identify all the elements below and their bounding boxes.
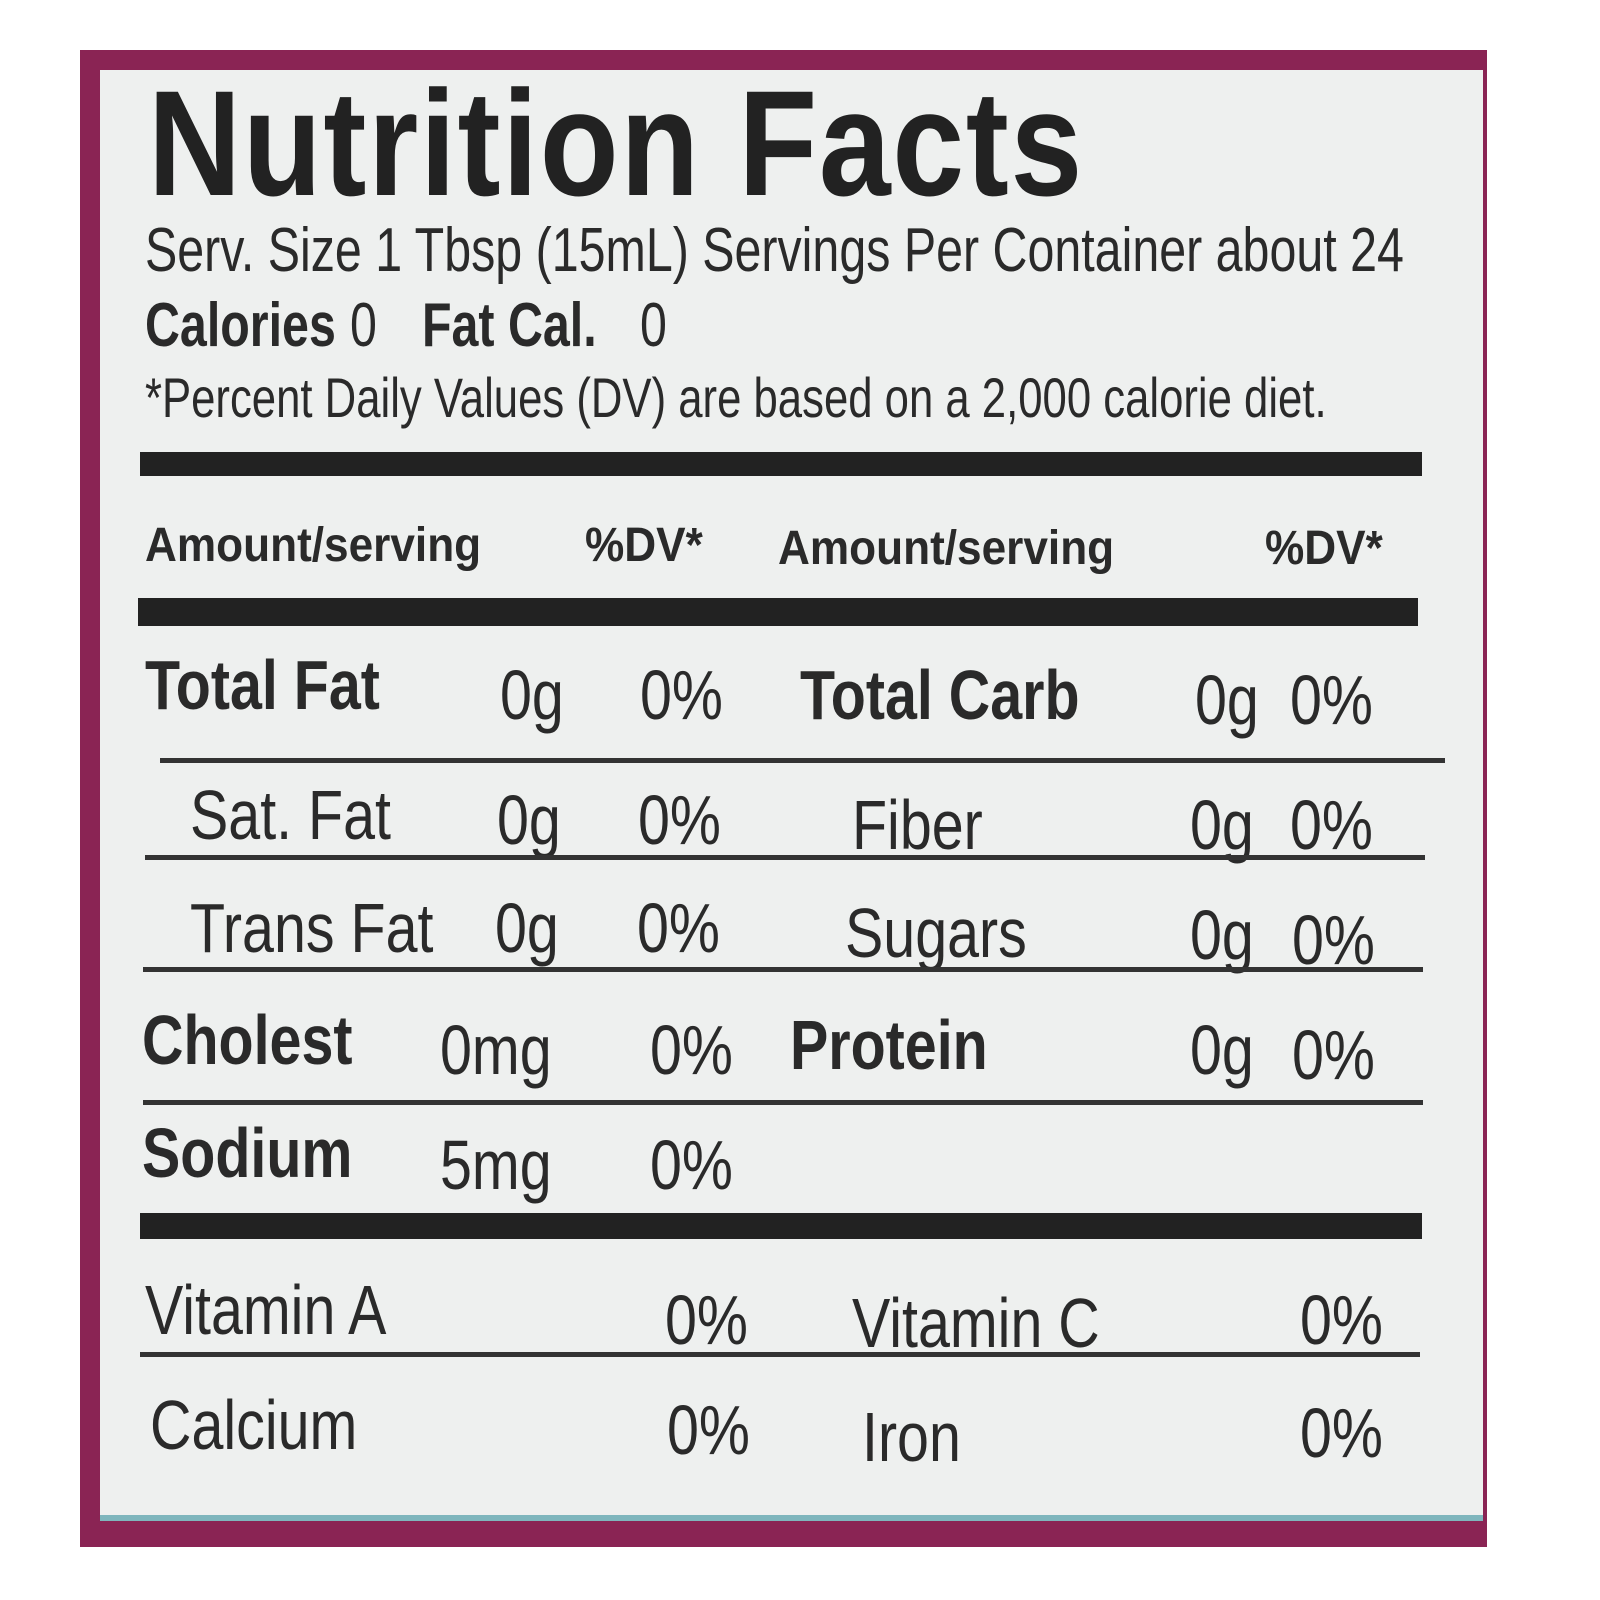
nutrient-name: Sugars — [845, 894, 1027, 972]
row-divider — [140, 1352, 1420, 1357]
nutrient-dv: 0% — [1290, 786, 1373, 864]
vitamin-name: Calcium — [150, 1386, 358, 1464]
vitamin-name: Iron — [862, 1398, 961, 1476]
nutrient-dv: 0% — [1290, 661, 1373, 739]
vitamin-dv: 0% — [1300, 1394, 1383, 1472]
nutrient-name: Fiber — [852, 786, 983, 864]
nutrient-dv: 0% — [1292, 901, 1375, 979]
nutrient-dv: 0% — [638, 781, 721, 859]
calories-value: 0 — [350, 291, 377, 360]
row-divider — [160, 758, 1445, 763]
nutrient-name: Total Carb — [800, 656, 1080, 734]
nutrient-amount: 5mg — [440, 1126, 552, 1204]
nutrient-dv: 0% — [650, 1011, 733, 1089]
nutrient-dv: 0% — [640, 656, 723, 734]
nutrient-amount: 0g — [1190, 786, 1254, 864]
nutrient-amount: 0g — [1190, 896, 1254, 974]
header-dv-right: %DV* — [1265, 522, 1383, 575]
row-divider — [143, 1100, 1423, 1105]
vitamin-name: Vitamin A — [145, 1271, 387, 1349]
serving-info: Serv. Size 1 Tbsp (15mL) Servings Per Co… — [145, 216, 1404, 285]
dv-note: *Percent Daily Values (DV) are based on … — [145, 366, 1327, 429]
nutrient-amount: 0mg — [440, 1011, 552, 1089]
nutrition-label-panel — [100, 70, 1483, 1521]
nutrient-name: Total Fat — [145, 646, 380, 724]
vitamin-dv: 0% — [665, 1281, 748, 1359]
nutrient-amount: 0g — [500, 656, 564, 734]
vitamin-dv: 0% — [667, 1391, 750, 1469]
row-divider — [145, 855, 1425, 860]
nutrient-amount: 0g — [1195, 661, 1259, 739]
title: Nutrition Facts — [148, 59, 1084, 227]
nutrient-name: Sat. Fat — [190, 776, 391, 854]
nutrient-name: Sodium — [142, 1114, 353, 1192]
nutrient-name: Trans Fat — [190, 889, 434, 967]
fat-calories-value: 0 — [640, 291, 667, 360]
nutrient-name: Protein — [790, 1006, 988, 1084]
vitamin-name: Vitamin C — [852, 1284, 1100, 1362]
row-divider — [143, 967, 1423, 972]
nutrient-amount: 0g — [1190, 1011, 1254, 1089]
nutrient-dv: 0% — [1292, 1016, 1375, 1094]
nutrient-amount: 0g — [495, 889, 559, 967]
header-dv-left: %DV* — [585, 519, 703, 572]
thick-divider — [140, 452, 1422, 476]
calories-label: Calories — [145, 291, 336, 360]
header-amount-right: Amount/serving — [778, 522, 1115, 575]
fat-calories-label: Fat Cal. — [422, 291, 597, 360]
header-amount-left: Amount/serving — [145, 519, 482, 572]
nutrient-dv: 0% — [637, 889, 720, 967]
nutrient-name: Cholest — [142, 1001, 353, 1079]
nutrient-dv: 0% — [650, 1126, 733, 1204]
thick-divider — [140, 1213, 1422, 1239]
nutrient-amount: 0g — [497, 781, 561, 859]
thick-divider — [138, 598, 1418, 626]
vitamin-dv: 0% — [1300, 1281, 1383, 1359]
